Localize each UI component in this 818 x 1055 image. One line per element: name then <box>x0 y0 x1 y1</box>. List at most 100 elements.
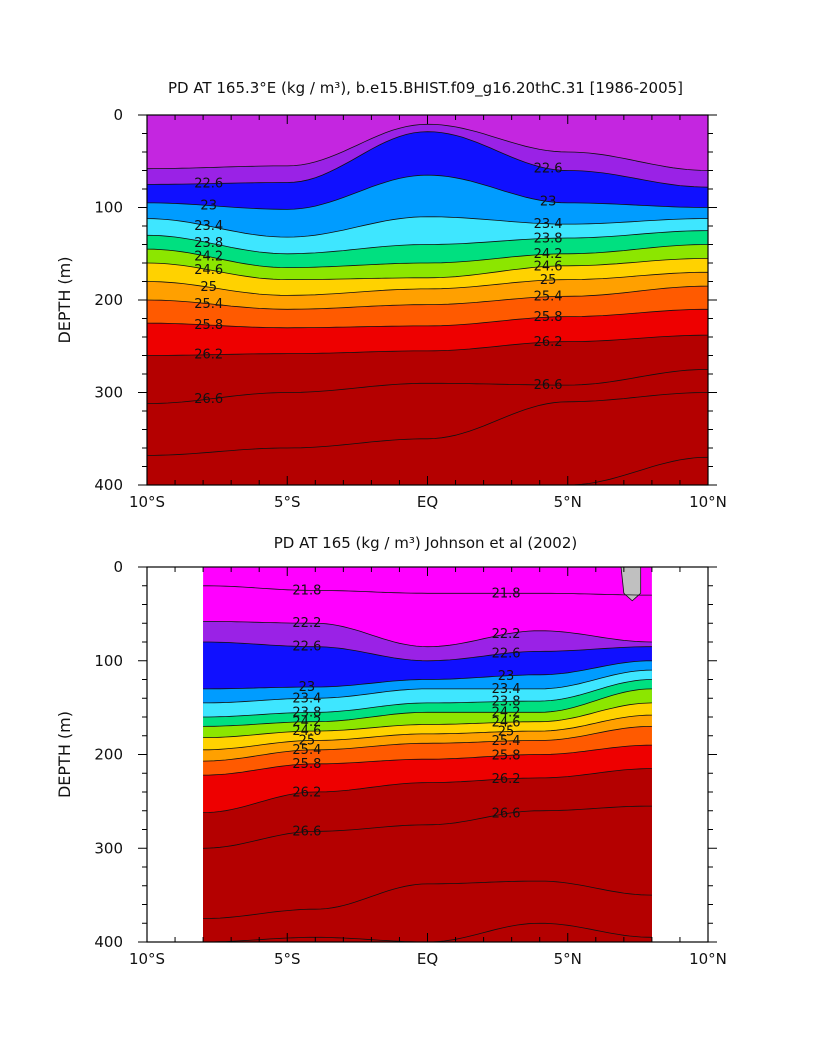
isopycnal-line <box>203 805 652 849</box>
contour-value-label: 26.2 <box>194 348 223 363</box>
contour-value-label: 22.6 <box>194 177 223 192</box>
x-tick-label: 5°N <box>554 493 582 511</box>
x-tick-label: EQ <box>417 950 438 968</box>
chart-title: PD AT 165.3°E (kg / m³), b.e15.BHIST.f09… <box>168 79 683 98</box>
contour-value-label: 26.2 <box>292 785 321 800</box>
isopycnal-line <box>146 258 708 280</box>
isopycnal-line <box>203 744 652 776</box>
y-tick-label: 400 <box>94 933 123 951</box>
axis-tick-labels: 10°S 5°S EQ 5°N 10°N 0 100 200 300 400 <box>94 558 727 968</box>
y-tick-label: 300 <box>94 839 123 857</box>
axis-ticks <box>138 566 717 943</box>
isopycnal-line <box>147 392 709 456</box>
contour-value-label: 23.4 <box>292 691 321 706</box>
isopycnal-line <box>203 768 652 813</box>
contour-value-label: 23.8 <box>492 694 521 709</box>
contour-value-label: 23 <box>200 199 217 214</box>
contour-value-label: 26.2 <box>492 772 521 787</box>
contour-value-label: 25 <box>299 734 316 749</box>
contour-fill-layer <box>147 115 708 486</box>
contour-value-label: 24.6 <box>534 259 563 274</box>
isopycnal-line <box>146 271 708 296</box>
contour-value-label: 23.4 <box>492 682 521 697</box>
contour-value-label: 24.6 <box>492 715 521 730</box>
isopycnal-line <box>203 714 652 751</box>
isopycnal-line <box>203 660 652 690</box>
contour-value-label: 25 <box>200 280 217 295</box>
contour-value-label: 22.2 <box>292 616 321 631</box>
isopycnal-line <box>203 726 652 762</box>
lower-panel-observations: 21.8 21.822.222.222.6 22.6232323.423.423.8… <box>55 534 727 968</box>
isopycnal-line <box>147 131 709 188</box>
contour-value-label: 25.4 <box>534 290 563 305</box>
contour-value-label: 22.6 <box>292 640 321 655</box>
x-tick-label: 5°N <box>554 950 582 968</box>
contour-value-label: 26.6 <box>292 825 321 840</box>
contour-value-label: 25.8 <box>492 748 521 763</box>
contour-value-label: 23.8 <box>292 705 321 720</box>
contour-value-label: 23.4 <box>534 217 563 232</box>
contour-value-label: 26.6 <box>492 807 521 822</box>
x-tick-label: 10°N <box>689 493 727 511</box>
isopycnal-line <box>203 702 652 738</box>
isopycnal-line <box>146 216 708 238</box>
isopycnal-line <box>146 230 709 255</box>
contour-value-label: 25.8 <box>292 757 321 772</box>
contour-value-label: 23 <box>498 669 515 684</box>
contour-value-label: 25 <box>540 273 557 288</box>
y-tick-label: 0 <box>113 558 123 576</box>
isopycnal-line <box>147 174 708 210</box>
contour-label-layer: 21.8 21.822.222.222.6 22.6232323.423.423.8… <box>292 583 520 839</box>
contour-value-label: 25 <box>498 725 515 740</box>
contour-value-label: 24.2 <box>534 247 563 262</box>
isopycnal-line <box>203 688 652 727</box>
y-tick-label: 300 <box>94 384 123 402</box>
contour-value-label: 26.6 <box>194 392 223 407</box>
contour-value-label: 26.6 <box>534 378 563 393</box>
contour-value-label: 21.8 <box>292 583 321 598</box>
contour-value-label: 22.6 <box>534 162 563 177</box>
x-tick-label: 10°N <box>689 950 727 968</box>
x-tick-label: 10°S <box>129 493 165 511</box>
y-tick-label: 200 <box>94 746 123 764</box>
isopycnal-line <box>203 585 652 596</box>
y-tick-label: 400 <box>94 476 123 494</box>
contour-value-label: 26.2 <box>534 335 563 350</box>
contour-value-label: 25.4 <box>492 734 521 749</box>
isopycnal-line <box>147 334 709 356</box>
contour-value-label: 24.2 <box>194 250 223 265</box>
isopycnal-line <box>203 669 652 704</box>
x-tick-label: 10°S <box>129 950 165 968</box>
y-tick-label: 100 <box>94 652 123 670</box>
contour-value-label: 21.8 <box>492 586 521 601</box>
isopycnal-line <box>203 679 652 718</box>
contour-value-label: 22.6 <box>492 646 521 661</box>
x-tick-label: 5°S <box>274 950 301 968</box>
x-tick-label: 5°S <box>274 493 301 511</box>
isopycnal-line <box>146 123 709 171</box>
contour-value-label: 24.2 <box>492 705 521 720</box>
isopycnal-line <box>146 244 709 268</box>
contour-fill-layer <box>203 566 652 942</box>
contour-value-label: 23.4 <box>194 219 223 234</box>
axis-tick-labels: 10°S 5°S EQ 5°N 10°N 0 100 200 300 400 <box>94 106 727 511</box>
isopycnal-line <box>146 308 708 329</box>
contour-value-label: 23.8 <box>534 231 563 246</box>
contour-value-label: 22.2 <box>492 627 521 642</box>
contour-value-label: 23 <box>540 195 557 210</box>
contour-value-label: 24.6 <box>292 724 321 739</box>
contour-value-label: 25.4 <box>194 297 223 312</box>
contour-value-label: 24.6 <box>194 263 223 278</box>
y-tick-label: 200 <box>94 291 123 309</box>
axis-ticks <box>138 114 717 486</box>
isopycnal-line <box>203 641 652 662</box>
contour-value-label: 23.8 <box>194 236 223 251</box>
contour-value-label: 23 <box>299 680 316 695</box>
density-band <box>147 392 708 485</box>
x-tick-label: EQ <box>417 493 438 511</box>
isopycnal-line <box>203 880 652 919</box>
contour-value-label: 25.8 <box>194 318 223 333</box>
y-axis-label: DEPTH (m) <box>55 711 74 798</box>
